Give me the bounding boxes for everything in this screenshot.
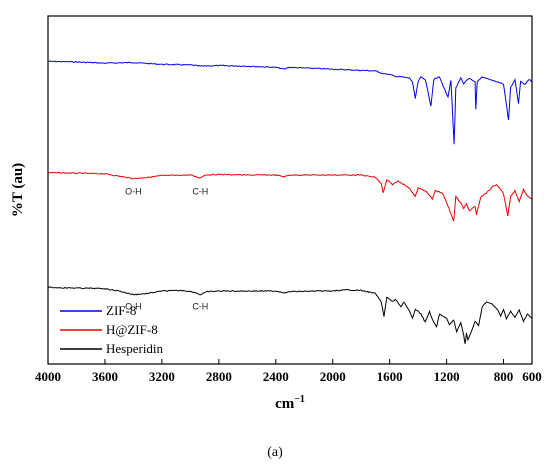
x-tick-label: 1600 — [377, 369, 403, 384]
plot-frame — [47, 15, 533, 365]
legend-label: Hesperidin — [106, 341, 164, 356]
x-tick-label: 3600 — [92, 369, 118, 384]
x-tick-label: 3200 — [149, 369, 175, 384]
x-axis-title: cm−1 — [275, 394, 305, 412]
x-tick-label: 4000 — [35, 369, 61, 384]
x-tick-label: 600 — [522, 369, 542, 384]
x-tick-label: 2400 — [263, 369, 289, 384]
series-line-h-zif-8 — [48, 171, 533, 222]
annotation-label: C-H — [192, 187, 208, 197]
legend-label: ZIF-8 — [106, 303, 136, 318]
x-axis-title-base: cm — [275, 396, 295, 412]
x-axis-title-superscript: −1 — [294, 394, 305, 405]
annotations: O-H C-H O-H C-H — [125, 187, 208, 312]
figure-label: (a) — [267, 445, 283, 460]
x-tick-label: 800 — [494, 369, 514, 384]
annotation-label: C-H — [192, 301, 208, 311]
x-tick-label: 1200 — [434, 369, 460, 384]
y-axis-title: %T (au) — [10, 163, 26, 217]
legend-label: H@ZIF-8 — [106, 322, 158, 337]
x-tick-label: 2800 — [206, 369, 232, 384]
legend: ZIF-8 H@ZIF-8 Hesperidin — [60, 303, 164, 356]
annotation-label: O-H — [125, 187, 142, 197]
series-line-zif-8 — [48, 60, 533, 145]
x-tick-label: 2000 — [320, 369, 346, 384]
series-group — [47, 60, 533, 344]
x-ticks: 4000 3600 3200 2800 2400 2000 1600 1200 800 600 — [35, 359, 542, 384]
annotation-label: O-H — [125, 301, 142, 311]
series-line-hesperidin — [47, 286, 533, 344]
